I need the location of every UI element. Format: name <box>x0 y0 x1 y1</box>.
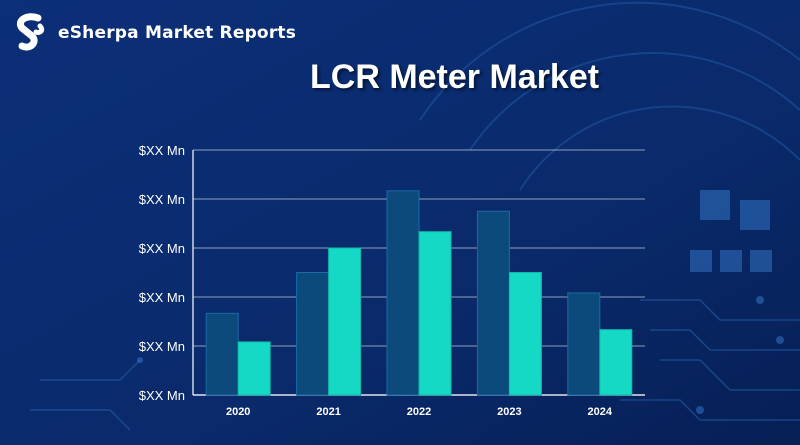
y-tick-label: $XX Mn <box>139 339 185 354</box>
bar-2022-series-1 <box>386 190 420 396</box>
x-tick-label: 2021 <box>316 406 340 418</box>
bar-2020-series-2 <box>237 341 271 396</box>
bar-2021-series-1 <box>296 272 330 396</box>
bar-2022-series-2 <box>418 231 452 396</box>
brand-name: eSherpa Market Reports <box>58 23 297 43</box>
x-tick-label: 2023 <box>497 406 521 418</box>
esherpa-s-logo-icon <box>17 13 45 51</box>
y-tick-label: $XX Mn <box>139 241 185 256</box>
y-tick-label: $XX Mn <box>139 290 185 305</box>
x-tick-label: 2020 <box>226 406 250 418</box>
bar-2020-series-1 <box>205 312 239 396</box>
page-title: LCR Meter Market <box>310 58 600 96</box>
y-tick-label: $XX Mn <box>139 388 185 403</box>
bar-2024-series-1 <box>567 292 601 396</box>
x-tick-label: 2024 <box>588 406 613 418</box>
y-tick-label: $XX Mn <box>139 143 185 158</box>
bar-2021-series-2 <box>328 247 362 396</box>
bar-2023-series-1 <box>476 210 510 396</box>
brand-logo[interactable]: eSherpa Market Reports <box>10 12 296 54</box>
y-tick-label: $XX Mn <box>139 192 185 207</box>
bar-2024-series-2 <box>599 329 633 396</box>
x-tick-label: 2022 <box>407 406 431 418</box>
bar-2023-series-2 <box>508 272 542 396</box>
